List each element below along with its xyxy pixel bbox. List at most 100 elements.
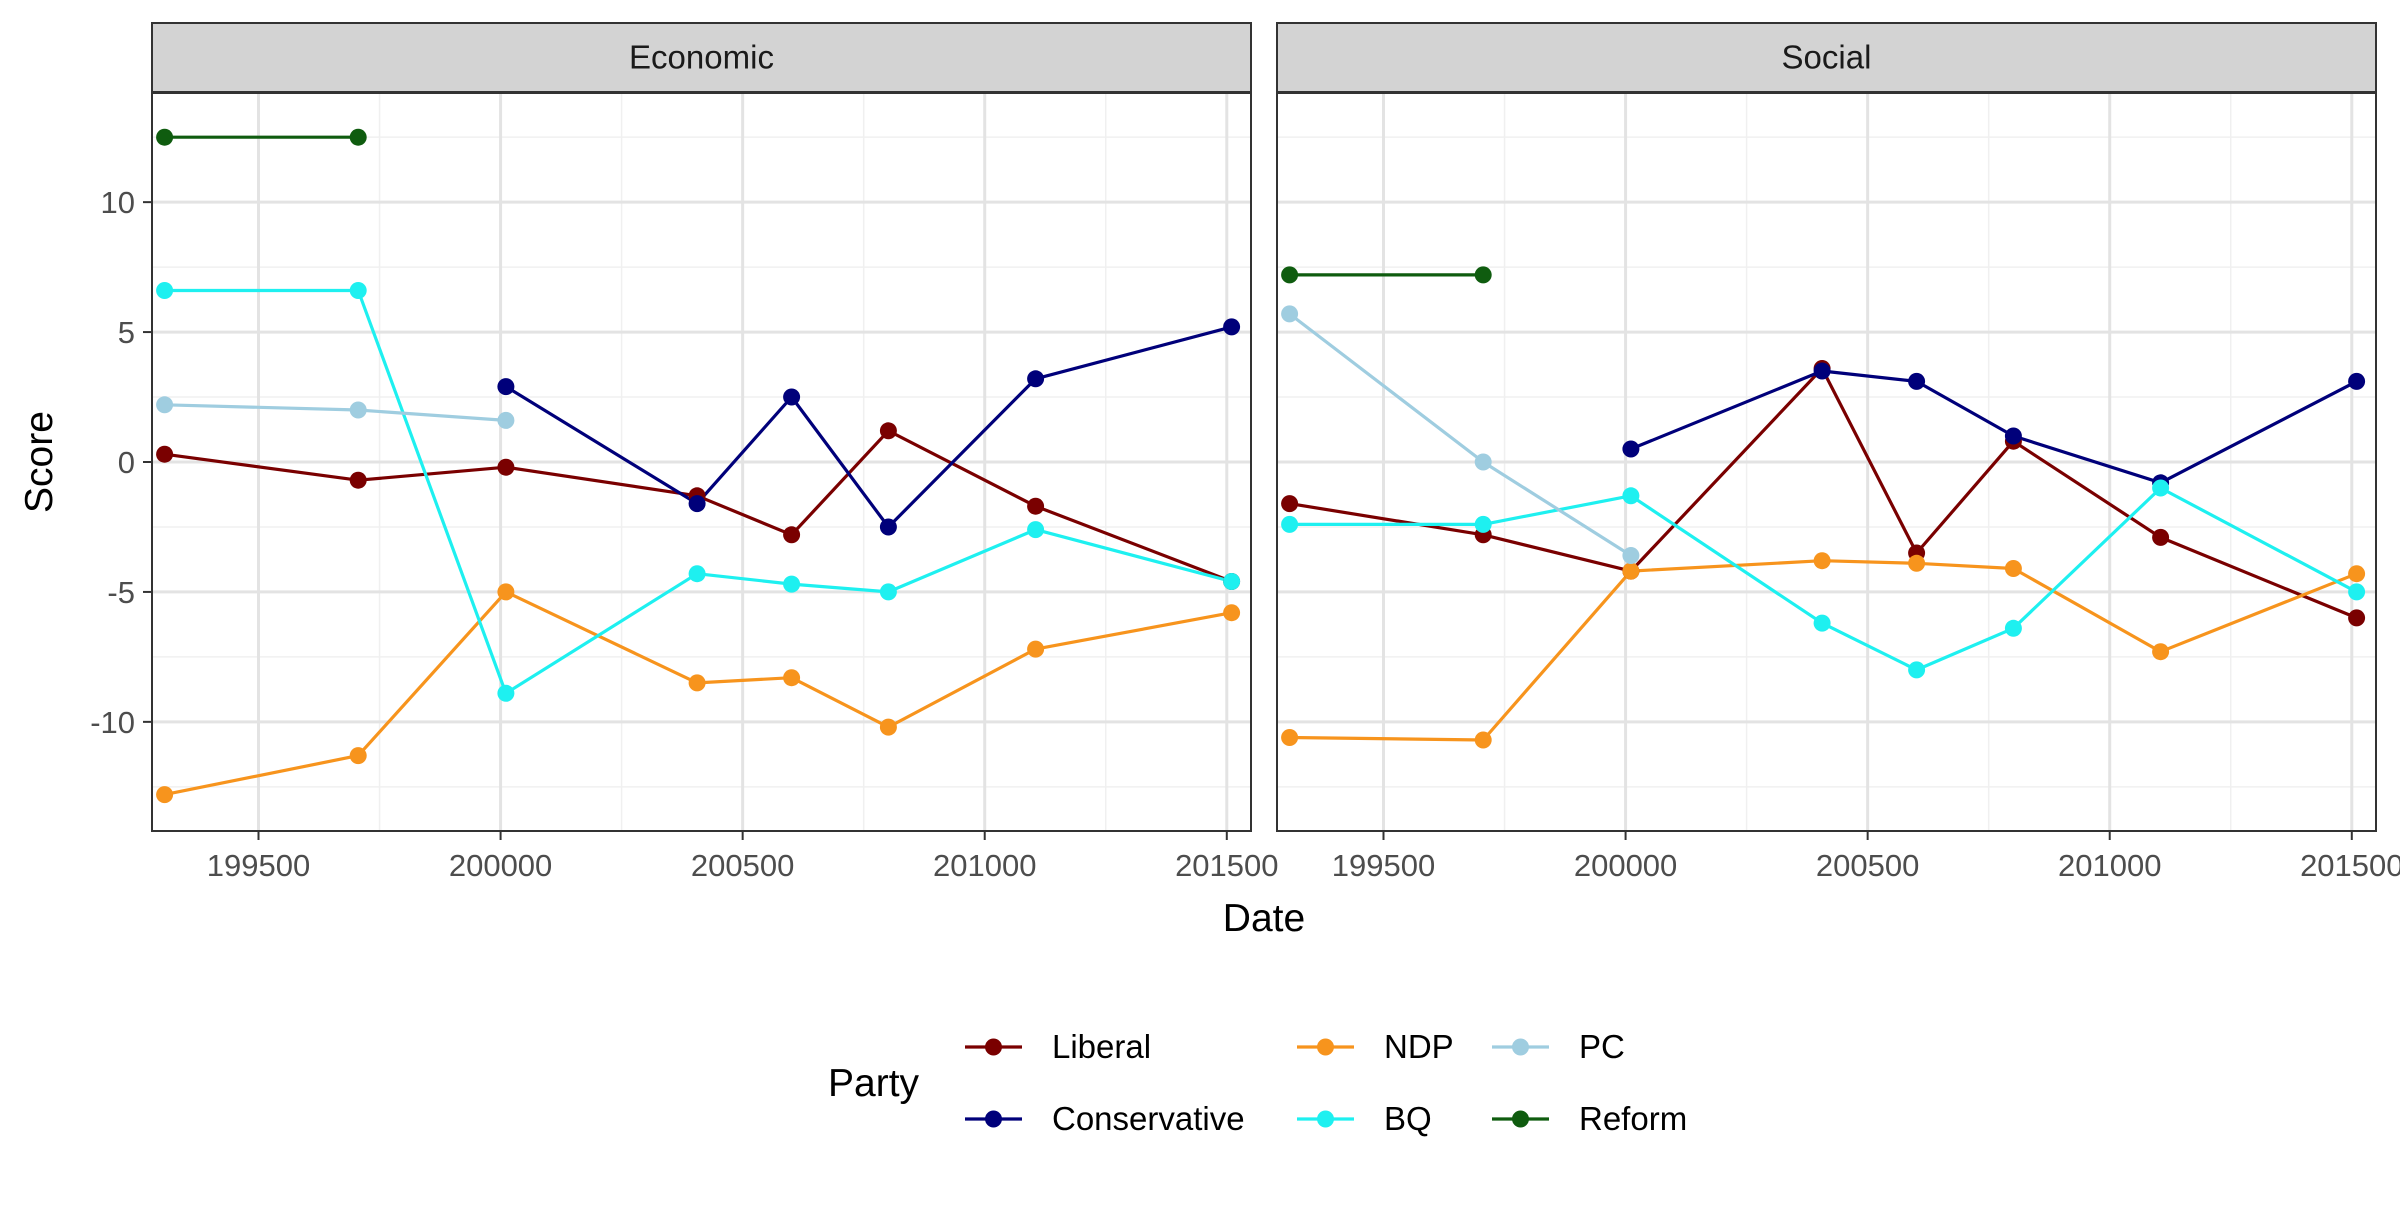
data-point-ndp <box>2348 565 2366 583</box>
series-line-bq <box>164 288 1233 695</box>
data-point-conservative <box>1813 362 1831 380</box>
panel-title: Economic <box>629 39 774 76</box>
x-tick-label: 201000 <box>2058 848 2161 883</box>
data-point-ndp <box>688 674 706 692</box>
data-point-ndp <box>1908 554 1926 572</box>
series-line-liberal <box>164 429 1233 583</box>
data-point-bq <box>2152 479 2170 497</box>
panel-strip <box>1276 22 2377 93</box>
data-point-conservative <box>1027 370 1045 388</box>
data-point-conservative <box>879 518 897 536</box>
data-point-liberal <box>783 526 801 544</box>
legend-key-point <box>1512 1110 1529 1128</box>
data-point-ndp <box>783 669 801 687</box>
x-axis-label: Date <box>1223 897 1305 940</box>
data-point-bq <box>879 583 897 601</box>
legend-key-point <box>1317 1038 1334 1056</box>
data-point-ndp <box>2152 643 2170 661</box>
y-tick-label: -5 <box>107 575 135 610</box>
series-line-conservative <box>505 325 1233 529</box>
legend-item-liberal: Liberal <box>1052 1028 1151 1065</box>
data-point-conservative <box>2348 372 2366 390</box>
data-point-liberal <box>497 458 515 476</box>
data-point-bq <box>2004 619 2022 637</box>
data-point-reform <box>1474 266 1492 284</box>
legend-key-point <box>985 1110 1002 1128</box>
series-line-bq <box>1289 486 2358 672</box>
data-point-liberal <box>1027 497 1045 515</box>
data-point-ndp <box>156 786 174 804</box>
data-point-ndp <box>1474 731 1492 749</box>
x-tick-label: 200000 <box>1574 848 1677 883</box>
data-point-pc <box>1474 453 1492 471</box>
series-line-conservative <box>1630 369 2358 485</box>
y-axis-label: Score <box>18 411 61 513</box>
x-tick-label: 200500 <box>691 848 794 883</box>
data-point-ndp <box>1622 562 1640 580</box>
series-line-ndp <box>164 590 1232 797</box>
legend-item-pc: PC <box>1579 1028 1625 1065</box>
data-point-liberal <box>2152 528 2170 546</box>
legend-key-point <box>1512 1038 1529 1056</box>
data-point-conservative <box>1223 318 1241 336</box>
y-tick-label: -10 <box>90 705 135 740</box>
legend-key-point <box>985 1038 1002 1056</box>
data-point-bq <box>1281 515 1299 533</box>
data-point-liberal <box>879 422 897 440</box>
data-point-conservative <box>783 388 801 406</box>
y-tick-label: 5 <box>118 315 135 350</box>
data-point-ndp <box>1813 552 1831 570</box>
x-tick-label: 201500 <box>2300 848 2400 883</box>
y-tick-label: 10 <box>101 185 135 220</box>
data-point-liberal <box>349 471 367 489</box>
y-tick-label: 0 <box>118 445 135 480</box>
x-tick-label: 199500 <box>1332 848 1435 883</box>
legend-item-ndp: NDP <box>1384 1028 1454 1065</box>
legend-item-bq: BQ <box>1384 1100 1432 1137</box>
x-tick-label: 201000 <box>933 848 1036 883</box>
data-point-ndp <box>349 747 367 765</box>
legend-title: Party <box>828 1062 920 1105</box>
data-point-ndp <box>497 583 515 601</box>
data-point-conservative <box>497 378 515 396</box>
data-point-conservative <box>1622 440 1640 458</box>
data-point-bq <box>497 684 515 702</box>
data-point-bq <box>1813 614 1831 632</box>
data-point-conservative <box>2004 427 2022 445</box>
series-line-liberal <box>1289 366 2358 620</box>
data-point-reform <box>156 128 174 146</box>
series-line-ndp <box>1289 559 2358 742</box>
data-point-reform <box>1281 266 1299 284</box>
data-point-pc <box>156 396 174 414</box>
data-point-bq <box>156 282 174 299</box>
legend-item-conservative: Conservative <box>1052 1100 1245 1137</box>
data-point-pc <box>349 401 367 419</box>
data-point-bq <box>688 565 706 583</box>
data-point-liberal <box>156 445 174 463</box>
data-point-liberal <box>1281 495 1299 513</box>
data-point-pc <box>1622 547 1640 564</box>
data-point-bq <box>1027 521 1045 539</box>
data-point-pc <box>497 411 515 429</box>
x-tick-label: 200500 <box>1816 848 1919 883</box>
x-tick-label: 199500 <box>207 848 310 883</box>
legend-item-reform: Reform <box>1579 1100 1687 1137</box>
panel-title: Social <box>1782 39 1872 76</box>
panel-strip <box>151 22 1252 93</box>
data-point-bq <box>1474 515 1492 533</box>
panel-border <box>1276 92 2377 832</box>
data-point-conservative <box>688 495 706 513</box>
data-point-bq <box>1223 573 1241 590</box>
data-point-bq <box>783 575 801 593</box>
data-point-bq <box>349 282 367 299</box>
data-point-bq <box>1908 661 1926 679</box>
legend-key-point <box>1317 1110 1334 1128</box>
x-tick-label: 201500 <box>1175 848 1278 883</box>
data-point-ndp <box>1281 729 1299 746</box>
data-point-ndp <box>1027 640 1045 658</box>
data-point-ndp <box>879 718 897 736</box>
data-point-pc <box>1281 305 1299 323</box>
data-point-liberal <box>2348 609 2366 627</box>
